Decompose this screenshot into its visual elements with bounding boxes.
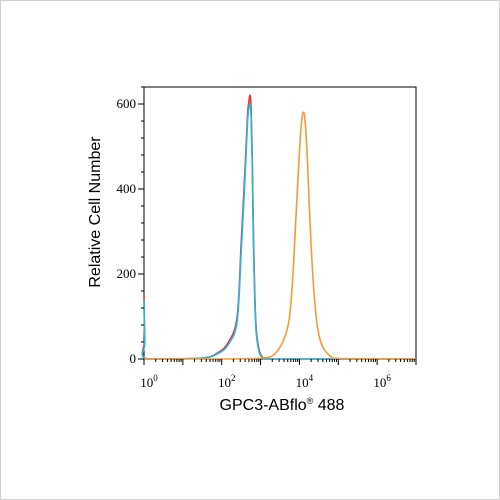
y-tick-label: 600 [117,96,137,111]
y-tick-label: 200 [117,266,137,281]
y-tick-label: 0 [130,351,137,366]
y-tick-label: 400 [117,181,137,196]
series-line-2 [144,111,417,360]
x-tick-label: 104 [296,373,314,390]
x-tick-label: 100 [140,373,158,390]
x-axis-title: GPC3-ABflo® 488 [220,396,345,414]
x-tick-label: 102 [218,373,236,390]
plot-area-border [143,86,417,360]
x-axis-title-mark: ® [307,396,314,406]
x-axis: 100 102 104 106 [140,359,417,390]
x-tick-label: 106 [373,373,391,390]
series-layer [141,94,417,360]
y-axis: 0 200 400 600 [117,86,144,366]
x-axis-title-main: GPC3-ABflo [220,397,307,414]
x-axis-title-suffix: 488 [313,397,344,414]
y-axis-title: Relative Cell Number [87,136,104,288]
series-line-1 [141,102,416,360]
series-line-0 [141,94,416,360]
